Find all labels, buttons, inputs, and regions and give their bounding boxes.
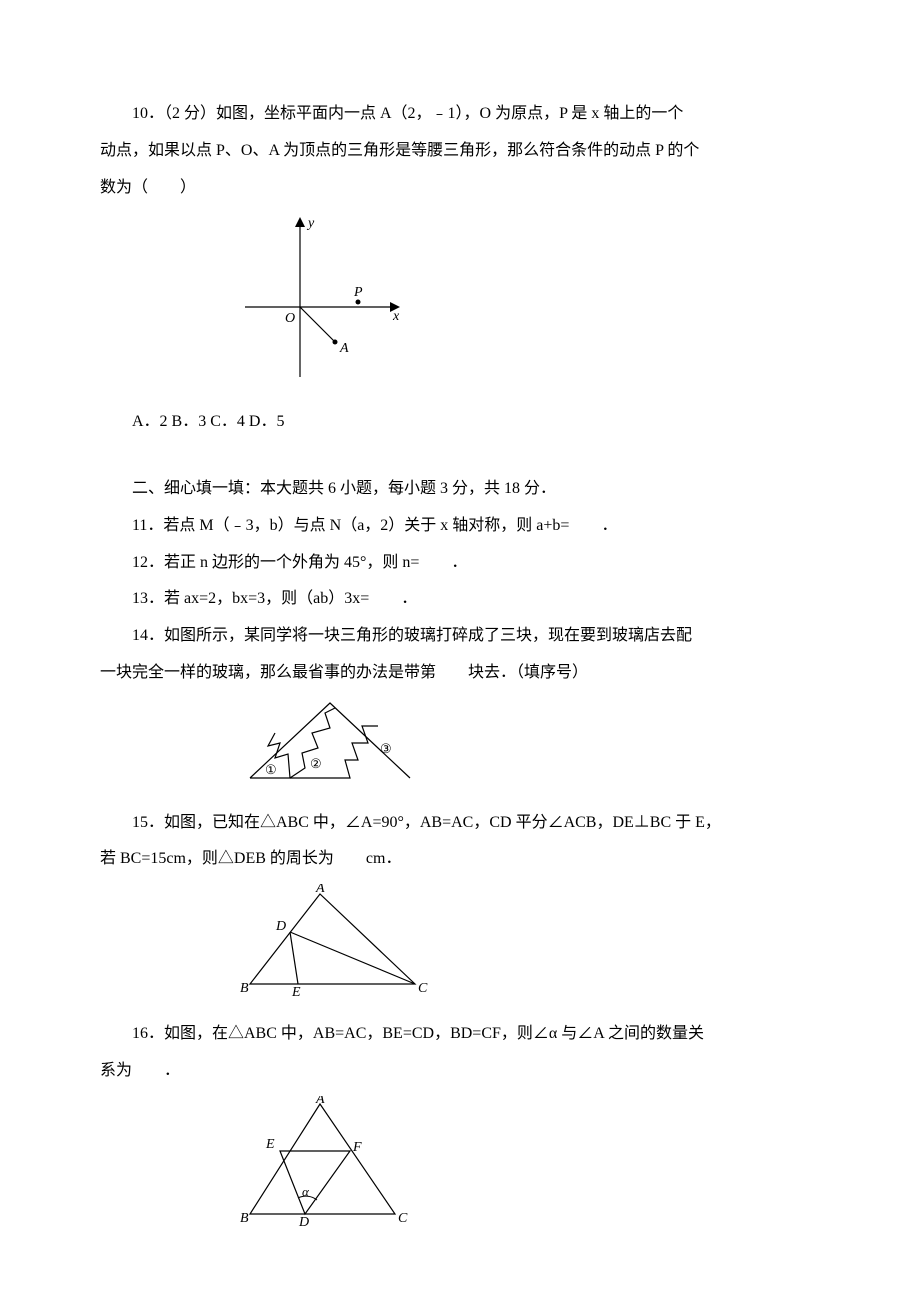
section2-title: 二、细心填一填：本大题共 6 小题，每小题 3 分，共 18 分． (100, 475, 820, 504)
q10-figure: y x O P A (240, 212, 820, 398)
q16-f-label: F (352, 1140, 362, 1155)
a-label: A (339, 341, 349, 356)
piece-1-label: ① (265, 762, 277, 777)
q10-options: A．2 B．3 C．4 D．5 (100, 408, 820, 437)
q10-line3: 数为（ ） (100, 174, 820, 203)
q14-figure: ① ② ③ (240, 698, 820, 799)
q15-figure: A B C D E (240, 884, 820, 1010)
question-15: 15．如图，已知在△ABC 中，∠A=90°，AB=AC，CD 平分∠ACB，D… (100, 809, 820, 1010)
q15-c-label: C (418, 981, 428, 996)
q16-b-label: B (240, 1211, 249, 1226)
x-axis-label: x (392, 309, 400, 324)
piece-3-label: ③ (380, 741, 392, 756)
question-14: 14．如图所示，某同学将一块三角形的玻璃打碎成了三块，现在要到玻璃店去配 一块完… (100, 622, 820, 798)
q15-a-label: A (315, 884, 325, 896)
origin-label: O (285, 311, 295, 326)
q15-line2: 若 BC=15cm，则△DEB 的周长为 cm． (100, 845, 820, 874)
question-16: 16．如图，在△ABC 中，AB=AC，BE=CD，BD=CF，则∠α 与∠A … (100, 1020, 820, 1236)
q10-line2: 动点，如果以点 P、O、A 为顶点的三角形是等腰三角形，那么符合条件的动点 P … (100, 137, 820, 166)
q16-a-label: A (315, 1096, 325, 1107)
triangle-abc-icon: A B C D E (240, 884, 430, 999)
q16-e-label: E (265, 1137, 275, 1152)
q14-line1: 14．如图所示，某同学将一块三角形的玻璃打碎成了三块，现在要到玻璃店去配 (100, 622, 820, 651)
coordinate-axes-icon: y x O P A (240, 212, 410, 387)
q15-b-label: B (240, 981, 249, 996)
question-10: 10．（2 分）如图，坐标平面内一点 A（2，﹣1），O 为原点，P 是 x 轴… (100, 100, 820, 437)
q13-text: 13．若 ax=2，bx=3，则（ab）3x= ． (100, 585, 820, 614)
q16-line1: 16．如图，在△ABC 中，AB=AC，BE=CD，BD=CF，则∠α 与∠A … (100, 1020, 820, 1049)
triangle-edf-icon: A B C E F D α (240, 1096, 410, 1226)
q16-d-label: D (298, 1215, 309, 1226)
broken-triangle-icon: ① ② ③ (240, 698, 440, 788)
q16-line2: 系为 ． (100, 1057, 820, 1086)
q16-figure: A B C E F D α (240, 1096, 820, 1237)
piece-2-label: ② (310, 756, 322, 771)
q15-line1: 15．如图，已知在△ABC 中，∠A=90°，AB=AC，CD 平分∠ACB，D… (100, 809, 820, 838)
q16-alpha-label: α (302, 1184, 310, 1199)
p-label: P (353, 285, 363, 300)
q11-text: 11．若点 M（﹣3，b）与点 N（a，2）关于 x 轴对称，则 a+b= ． (100, 512, 820, 541)
q16-c-label: C (398, 1211, 408, 1226)
q14-line2: 一块完全一样的玻璃，那么最省事的办法是带第 块去．（填序号） (100, 659, 820, 688)
y-axis-label: y (306, 216, 315, 231)
q12-text: 12．若正 n 边形的一个外角为 45°，则 n= ． (100, 549, 820, 578)
q10-line1: 10．（2 分）如图，坐标平面内一点 A（2，﹣1），O 为原点，P 是 x 轴… (100, 100, 820, 129)
q15-d-label: D (275, 919, 286, 934)
q15-e-label: E (291, 985, 301, 999)
